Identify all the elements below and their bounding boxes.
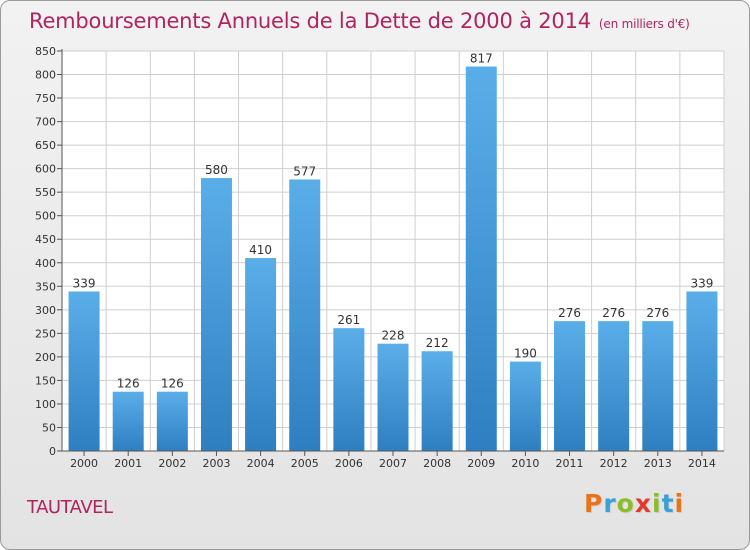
x-tick-label: 2002 xyxy=(158,457,186,470)
bar-value-label: 817 xyxy=(470,52,493,66)
x-tick-label: 2013 xyxy=(644,457,672,470)
y-tick-label: 200 xyxy=(35,351,56,364)
x-tick-label: 2009 xyxy=(467,457,495,470)
chart-title-text: Remboursements Annuels de la Dette de 20… xyxy=(29,9,591,33)
bar-value-label: 126 xyxy=(161,377,184,391)
bar-value-label: 577 xyxy=(293,164,316,178)
x-tick-label: 2003 xyxy=(202,457,230,470)
x-tick-label: 2012 xyxy=(600,457,628,470)
bar xyxy=(333,328,365,451)
x-tick-label: 2007 xyxy=(379,457,407,470)
chart-title: Remboursements Annuels de la Dette de 20… xyxy=(29,9,690,33)
bar xyxy=(200,178,232,451)
y-tick-label: 400 xyxy=(35,257,56,270)
x-tick-label: 2008 xyxy=(423,457,451,470)
proxiti-logo: Proxiti xyxy=(584,489,684,518)
logo-letter: i xyxy=(674,489,685,518)
y-tick-label: 550 xyxy=(35,186,56,199)
x-tick-label: 2004 xyxy=(247,457,275,470)
bar xyxy=(289,179,321,451)
y-tick-label: 700 xyxy=(35,116,56,129)
bar xyxy=(509,361,541,451)
bar xyxy=(245,258,277,451)
bar xyxy=(642,321,674,451)
y-tick-label: 750 xyxy=(35,92,56,105)
y-tick-label: 150 xyxy=(35,374,56,387)
y-tick-label: 450 xyxy=(35,233,56,246)
bar xyxy=(112,391,144,451)
bar-value-label: 276 xyxy=(558,306,581,320)
y-tick-label: 500 xyxy=(35,210,56,223)
y-tick-label: 250 xyxy=(35,327,56,340)
x-tick-label: 2006 xyxy=(335,457,363,470)
bar xyxy=(377,343,409,451)
bar-value-label: 339 xyxy=(73,276,96,290)
y-tick-label: 650 xyxy=(35,139,56,152)
logo-letter: x xyxy=(634,489,652,518)
x-tick-label: 2010 xyxy=(511,457,539,470)
bar-value-label: 126 xyxy=(117,377,140,391)
logo-letter: t xyxy=(661,489,675,518)
logo-letter: P xyxy=(584,489,604,518)
y-tick-label: 50 xyxy=(42,421,56,434)
bar-value-label: 410 xyxy=(249,243,272,257)
bar xyxy=(554,321,586,451)
logo-letter: r xyxy=(603,489,617,518)
x-tick-label: 2011 xyxy=(556,457,584,470)
chart-unit-label: (en milliers d'€) xyxy=(598,17,690,31)
bar-value-label: 212 xyxy=(426,336,449,350)
x-tick-label: 2000 xyxy=(70,457,98,470)
x-tick-label: 2014 xyxy=(688,457,716,470)
y-tick-label: 800 xyxy=(35,69,56,82)
bar-value-label: 580 xyxy=(205,163,228,177)
y-tick-label: 850 xyxy=(35,45,56,58)
y-tick-label: 100 xyxy=(35,398,56,411)
y-tick-label: 300 xyxy=(35,304,56,317)
y-tick-label: 600 xyxy=(35,163,56,176)
commune-name: TAUTAVEL xyxy=(27,497,113,518)
bar xyxy=(68,291,100,451)
y-tick-label: 0 xyxy=(49,445,56,458)
x-tick-label: 2005 xyxy=(291,457,319,470)
bar-value-label: 228 xyxy=(382,329,405,343)
bar xyxy=(156,391,188,451)
bar xyxy=(686,291,718,451)
logo-letter: i xyxy=(652,489,662,518)
bar-value-label: 276 xyxy=(602,306,625,320)
bar xyxy=(598,321,630,451)
bar xyxy=(421,351,453,451)
bar-value-label: 276 xyxy=(646,306,669,320)
bar-value-label: 190 xyxy=(514,347,537,361)
x-tick-label: 2001 xyxy=(114,457,142,470)
bar-value-label: 339 xyxy=(690,276,713,290)
y-tick-label: 350 xyxy=(35,280,56,293)
logo-letter: o xyxy=(616,489,635,518)
bar xyxy=(465,66,497,451)
bar-value-label: 261 xyxy=(337,313,360,327)
